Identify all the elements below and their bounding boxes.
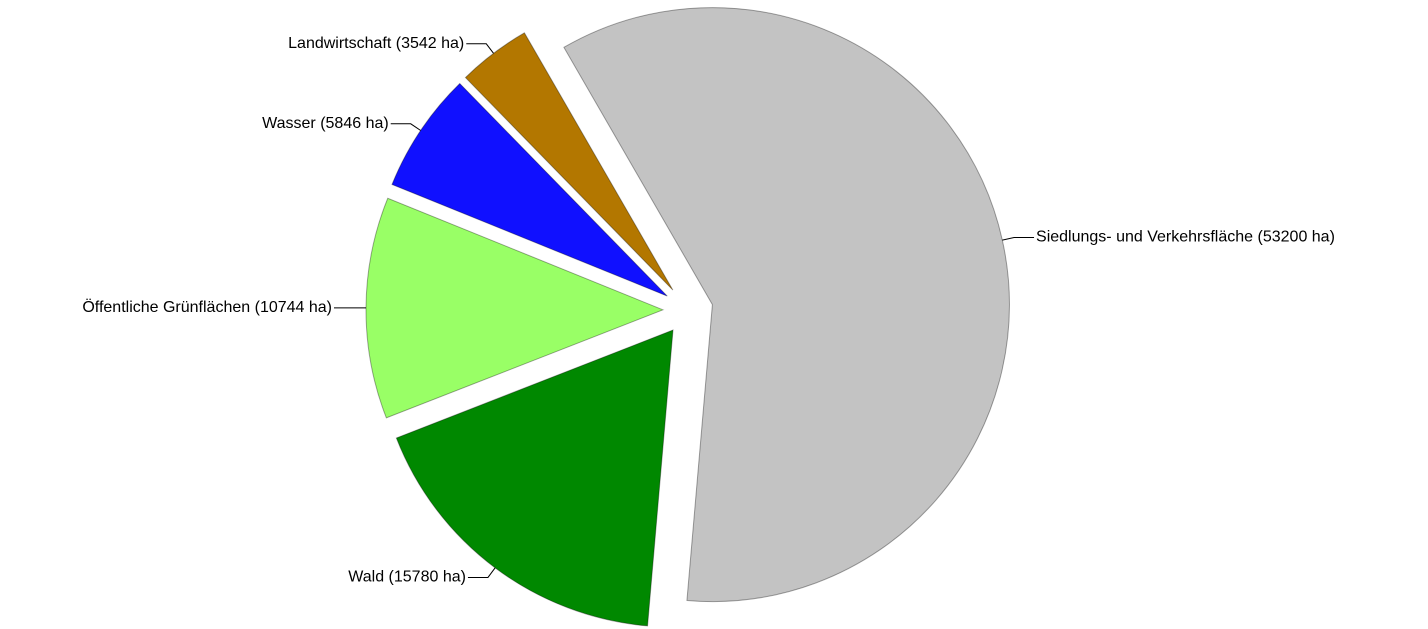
leader-line	[467, 567, 496, 578]
leader-line	[390, 123, 421, 131]
data-label: Landwirtschaft (3542 ha)	[288, 35, 464, 52]
pie-slice	[391, 82, 668, 297]
value-label: (15780 ha)	[389, 569, 466, 586]
data-label: Wald (15780 ha)	[348, 569, 466, 586]
leader-line	[1002, 236, 1035, 241]
value-label: (53200 ha)	[1258, 229, 1335, 246]
leader-line	[466, 43, 494, 54]
category-label: Landwirtschaft	[288, 35, 392, 52]
value-label: (5846 ha)	[320, 115, 389, 132]
value-label: (3542 ha)	[396, 35, 465, 52]
pie-slice	[563, 7, 1010, 603]
category-label: Wald	[348, 569, 384, 586]
data-label: Siedlungs- und Verkehrsfläche (53200 ha)	[1036, 229, 1335, 246]
category-label: Öffentliche Grünflächen	[82, 298, 250, 316]
category-label: Wasser	[262, 115, 316, 132]
category-label: Siedlungs- und Verkehrsfläche	[1036, 229, 1253, 246]
data-label: Wasser (5846 ha)	[262, 115, 389, 132]
value-label: (10744 ha)	[255, 299, 332, 316]
data-label: Öffentliche Grünflächen (10744 ha)	[82, 298, 332, 316]
